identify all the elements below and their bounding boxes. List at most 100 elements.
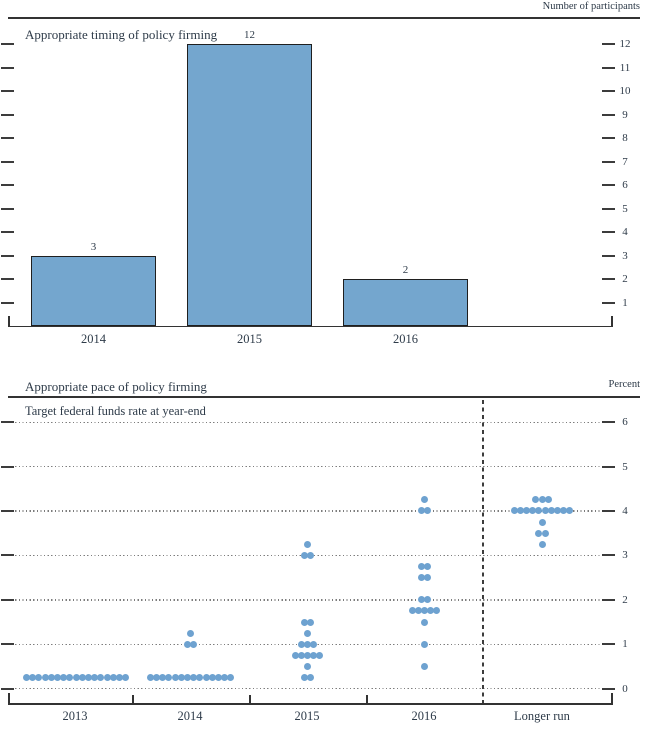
x-axis-label: 2016 (411, 709, 437, 723)
y-axis-tick-left (1, 554, 14, 557)
projection-dot (424, 507, 432, 515)
projection-dot (304, 540, 311, 548)
projection-dot (421, 662, 428, 670)
projection-dot (304, 662, 311, 670)
x-axis-end-cap (8, 315, 10, 326)
projection-dot (424, 574, 432, 582)
projection-dot (165, 674, 173, 682)
projection-dot (427, 607, 435, 615)
projection-dot (300, 618, 308, 626)
x-axis-end-cap (611, 693, 613, 703)
y-axis-tick-left (1, 598, 14, 601)
projection-dot (103, 674, 111, 682)
projection-dot (535, 529, 543, 537)
dotted-gridline (8, 421, 600, 423)
y-axis-tick-label: 6 (622, 179, 628, 192)
y-axis-tick-left (1, 687, 14, 690)
projection-dot (541, 507, 549, 515)
projection-dot (60, 674, 68, 682)
y-axis-tick-left (1, 254, 14, 257)
y-axis-tick-label: 12 (619, 38, 631, 51)
projection-dot (544, 496, 552, 504)
projection-dot (171, 674, 179, 682)
y-axis-tick-right (602, 465, 615, 468)
top-chart-unit-label: Number of participants (542, 1, 640, 12)
projection-dot (316, 651, 324, 659)
y-axis-tick-left (1, 90, 14, 93)
projection-dot (300, 674, 308, 682)
projection-dot (566, 507, 574, 515)
projection-dot (417, 563, 425, 571)
projection-dot (408, 607, 416, 615)
projection-dot (22, 674, 30, 682)
projection-dot (53, 674, 61, 682)
projection-dot (424, 596, 432, 604)
y-axis-tick-right (602, 554, 615, 557)
projection-dot (421, 618, 428, 626)
x-axis-label: Longer run (514, 709, 570, 723)
projection-dot (183, 640, 191, 648)
projection-dot (424, 563, 432, 571)
y-axis-tick-right (602, 421, 615, 424)
x-axis-end-cap (611, 315, 613, 326)
y-axis-tick-left (1, 231, 14, 234)
projection-dot (221, 674, 229, 682)
projection-dot (84, 674, 92, 682)
projection-dot (190, 674, 198, 682)
y-axis-tick-right (602, 43, 615, 46)
dotted-gridline (8, 688, 600, 690)
bottom-chart-unit-label: Percent (608, 379, 641, 390)
x-axis-label: 2014 (177, 709, 203, 723)
x-axis-line (8, 703, 613, 705)
y-axis-tick-right (602, 278, 615, 281)
y-axis-tick-right (602, 643, 615, 646)
y-axis-tick-left (1, 301, 14, 304)
y-axis-tick-label: 10 (619, 85, 631, 98)
y-axis-tick-left (1, 184, 14, 187)
y-axis-tick-right (602, 509, 615, 512)
y-axis-tick-label: 7 (622, 155, 628, 168)
projection-dot (202, 674, 210, 682)
projection-dot (307, 618, 315, 626)
dotted-gridline (8, 599, 600, 601)
x-axis-label: 2013 (62, 709, 88, 723)
y-axis-tick-label: 2 (622, 593, 628, 606)
projection-dot (177, 674, 185, 682)
projection-dot (297, 640, 305, 648)
projection-dot (115, 674, 123, 682)
projection-dot (310, 651, 318, 659)
projection-dot (421, 640, 428, 648)
x-axis-section-tick (366, 695, 368, 703)
y-axis-tick-label: 4 (622, 504, 628, 517)
projection-dot (159, 674, 167, 682)
x-axis-label: 2015 (237, 332, 262, 346)
y-axis-tick-label: 8 (622, 132, 628, 145)
longer-run-separator-line (482, 400, 484, 704)
y-axis-tick-label: 5 (622, 460, 628, 473)
projection-dot (510, 507, 518, 515)
projection-dot (433, 607, 441, 615)
y-axis-tick-left (1, 509, 14, 512)
bar-value-label: 2 (402, 264, 409, 277)
y-axis-tick-right (602, 687, 615, 690)
y-axis-tick-right (602, 598, 615, 601)
y-axis-tick-label: 11 (619, 61, 631, 74)
projection-dot (72, 674, 80, 682)
projection-dot (417, 507, 425, 515)
projection-dot (560, 507, 568, 515)
y-axis-tick-label: 4 (622, 226, 628, 239)
y-axis-tick-label: 5 (622, 202, 628, 215)
y-axis-tick-label: 2 (622, 273, 628, 286)
projection-dot (414, 607, 422, 615)
x-axis-end-cap (8, 693, 10, 703)
projection-dot (304, 629, 311, 637)
bar-value-label: 12 (244, 29, 255, 42)
projection-dot (187, 629, 194, 637)
top-chart-title: Appropriate timing of policy firming (25, 27, 218, 42)
projection-dot (146, 674, 154, 682)
x-axis-section-tick (249, 695, 251, 703)
bar (343, 279, 468, 327)
projection-dot (304, 640, 311, 648)
projection-dot (547, 507, 555, 515)
